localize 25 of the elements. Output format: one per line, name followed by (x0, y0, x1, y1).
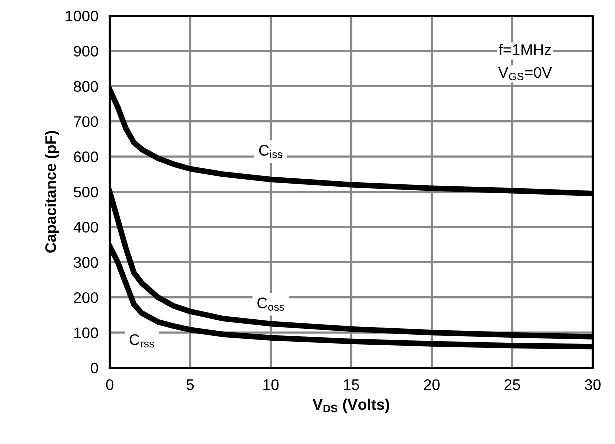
y-tick-label: 1000 (66, 10, 98, 22)
y-axis-title: Capacitance (pF) (45, 131, 60, 253)
series-label: C$_{rss}$ (130, 334, 154, 348)
x-tick-label: 30 (585, 380, 601, 390)
y-tick-label: 900 (74, 46, 98, 57)
y-tick-label: 800 (74, 81, 98, 92)
x-tick-label: 0 (106, 380, 114, 390)
y-tick-label: 700 (74, 116, 98, 128)
x-tick-label: 20 (424, 380, 440, 390)
y-tick-label: 600 (74, 152, 98, 162)
y-tick-label: 300 (74, 257, 98, 268)
y-tick-label: 0 (90, 362, 98, 374)
y-tick-label: 400 (74, 222, 98, 233)
x-tick-label: 15 (344, 380, 360, 390)
x-axis-title: V$_{DS}$ (Volts) (312, 398, 390, 414)
y-tick-label: 200 (74, 292, 98, 304)
annotation: f=1MHz (499, 44, 552, 56)
annotation: V$_{GS}$=0V (498, 67, 552, 81)
y-tick-label: 500 (74, 186, 98, 198)
x-tick-label: 5 (186, 380, 194, 390)
y-tick-label: 100 (74, 328, 98, 338)
series-label: C$_{iss}$ (259, 145, 282, 158)
x-tick-label: 25 (504, 380, 520, 390)
series-label: C$_{oss}$ (258, 298, 284, 312)
x-tick-label: 10 (264, 380, 279, 390)
